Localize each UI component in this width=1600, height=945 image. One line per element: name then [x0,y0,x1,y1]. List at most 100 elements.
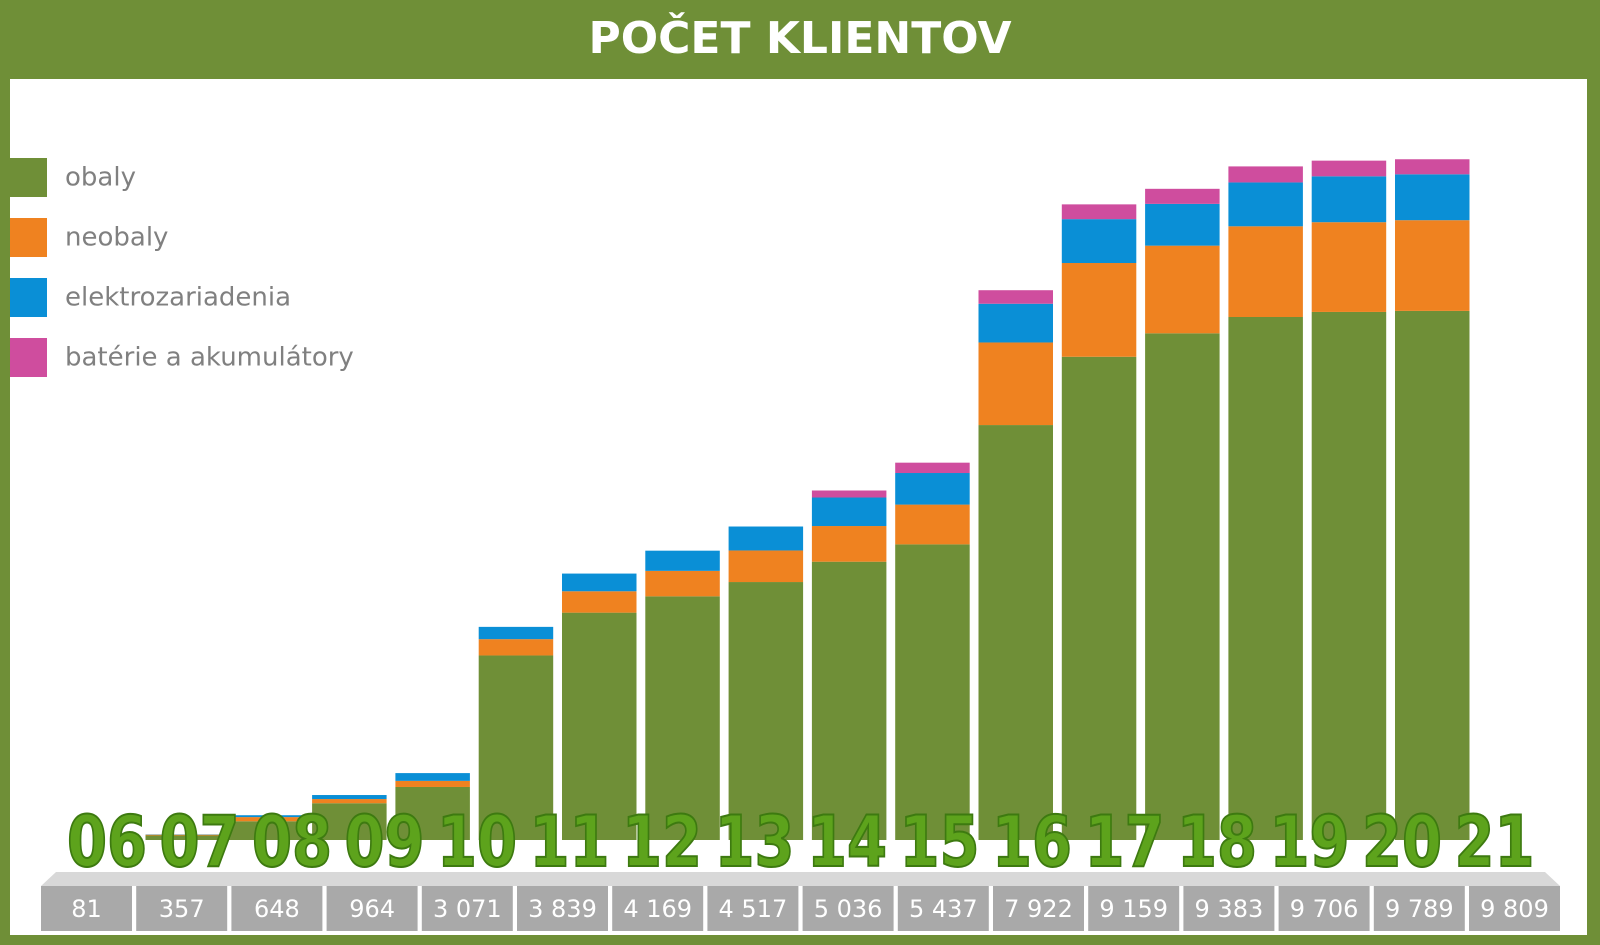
bar-segment [1228,226,1303,318]
total-label: 4 169 [623,895,692,923]
x-tick-label: 14 [807,801,887,883]
total-cell [993,886,1084,931]
bar-segment [1061,263,1137,357]
legend-swatch [10,158,47,197]
bar-segment [395,786,470,840]
chart-title: POČET KLIENTOV [588,11,1011,64]
bar-segment [645,570,720,597]
bar-segment [728,526,804,551]
x-tick-label: 19 [1270,801,1350,883]
total-cell [231,886,323,931]
bar-segment [478,655,554,840]
bar-segment [895,504,970,545]
bar-segment [395,780,470,787]
x-tick-label: 09 [345,801,425,883]
x-tick-label: 21 [1455,801,1535,883]
bar-segment [562,612,637,840]
bar-segment [1311,311,1387,840]
x-tick-label: 08 [252,801,332,883]
x-tick-label: 10 [437,801,517,883]
x-tick-label: 13 [715,801,795,883]
total-label: 3 839 [528,895,597,923]
bar-segment [811,526,887,562]
bar-segment [228,821,304,840]
bar-segment [645,596,720,840]
total-label: 9 706 [1290,895,1359,923]
bar-segment [978,290,1053,304]
bar-segment [1395,174,1470,221]
bar-segment [145,835,220,840]
bar-segment [1311,176,1387,223]
bar-segment [1228,166,1303,183]
legend-label: batérie a akumulátory [65,343,354,373]
total-label: 5 437 [909,895,978,923]
total-label: 9 809 [1480,895,1549,923]
legend-swatch [10,338,47,377]
bar-segment [728,550,804,583]
bar-segment [395,773,470,781]
bar-segment [1145,245,1220,334]
bar-segment [1145,188,1220,204]
bar-segment [1145,203,1220,246]
total-cell [1469,886,1560,931]
total-label: 9 383 [1195,895,1264,923]
bar-segment [228,817,304,822]
legend-swatch [10,218,47,257]
bar-segment [145,834,220,836]
total-cell [1373,886,1465,931]
total-cell [326,886,418,931]
total-label: 3 071 [433,895,502,923]
bar-segment [1311,222,1387,312]
total-label: 9 789 [1385,895,1454,923]
bar-segment [811,561,887,840]
x-tick-label: 11 [530,801,610,883]
legend-label: neobaly [65,223,168,253]
legend-label: obaly [65,163,136,193]
total-cell [1183,886,1275,931]
bar-segment [1145,333,1220,840]
bar-segment [978,425,1053,840]
bar-segment [811,490,887,498]
x-tick-label: 15 [900,801,980,883]
bar-segment [562,591,637,613]
bar-segment [1311,160,1387,177]
total-label: 9 159 [1099,895,1168,923]
bar-segment [978,342,1053,426]
bar-segment [1395,310,1470,840]
bar-segment [1228,317,1303,840]
total-label: 4 517 [719,895,788,923]
bar-segment [312,799,387,804]
bar-segment [478,626,554,640]
total-cell [897,886,989,931]
total-cell [41,886,132,931]
x-tick-label: 16 [992,801,1072,883]
bar-segment [978,303,1053,343]
total-label: 648 [254,895,300,923]
bar-segment [1061,356,1137,840]
x-tick-label: 20 [1362,801,1442,883]
total-label: 81 [71,895,102,923]
bar-segment [228,815,304,818]
bar-segment [1395,159,1470,175]
x-tick-label: 12 [622,801,702,883]
total-label: 964 [349,895,395,923]
bar-segment [728,582,804,840]
total-cell [1088,886,1180,931]
total-cell [707,886,799,931]
bar-segment [312,803,387,840]
bar-segment [1228,182,1303,227]
x-tick-label: 07 [160,801,240,883]
total-label: 7 922 [1004,895,1073,923]
legend-swatch [10,278,47,317]
bar-segment [811,497,887,527]
bar-segment [562,573,637,592]
total-cell [1278,886,1370,931]
total-cell [612,886,704,931]
bar-segment [478,639,554,656]
x-tick-label: 17 [1085,801,1165,883]
total-cell [517,886,608,931]
bar-segment [1061,219,1137,264]
x-tick-label: 06 [67,801,147,883]
total-cell [802,886,894,931]
